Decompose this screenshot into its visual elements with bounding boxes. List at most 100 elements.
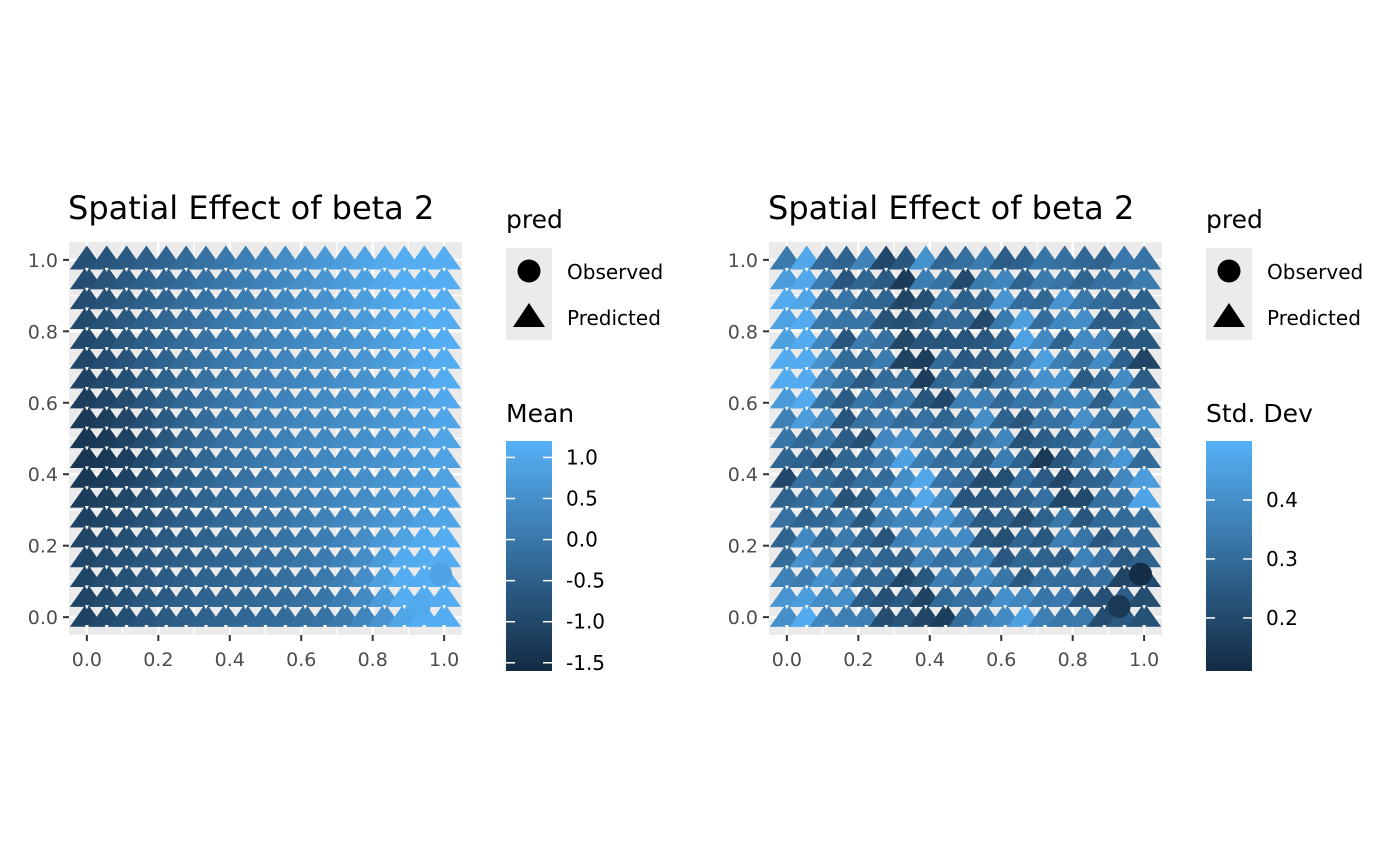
predicted-point-marker (144, 426, 149, 431)
predicted-point-marker (1003, 466, 1008, 471)
predicted-point-marker (824, 506, 829, 511)
predicted-point-marker (164, 347, 169, 352)
predicted-point-marker (104, 466, 109, 471)
predicted-point-marker (983, 327, 988, 332)
predicted-point-marker (184, 347, 189, 352)
predicted-point-marker (1122, 625, 1127, 630)
predicted-point-marker (1042, 565, 1047, 570)
predicted-point-marker (923, 327, 928, 332)
predicted-point-marker (1003, 625, 1008, 630)
predicted-point-marker (263, 386, 268, 391)
x-tick-label: 1.0 (429, 649, 459, 671)
x-tick-label: 0.4 (915, 649, 945, 671)
predicted-point (1127, 463, 1162, 488)
predicted-point-marker (422, 625, 427, 630)
predicted-point-marker (402, 625, 407, 630)
y-tick-label: 0.0 (28, 607, 58, 629)
predicted-point-marker (1023, 525, 1028, 530)
predicted-point-marker (903, 426, 908, 431)
predicted-point-marker (943, 545, 948, 550)
predicted-point-marker (1003, 585, 1008, 590)
predicted-point-marker (303, 267, 308, 272)
predicted-point-marker (923, 565, 928, 570)
predicted-point-marker (784, 347, 789, 352)
predicted-point-marker (1042, 446, 1047, 451)
predicted-point-marker (1102, 446, 1107, 451)
x-axis-mean: 0.0 0.2 0.4 0.6 0.8 1.0 (72, 635, 459, 671)
predicted-point-marker (784, 625, 789, 630)
predicted-point-marker (1062, 287, 1067, 292)
predicted-point (1127, 443, 1162, 468)
predicted-point-marker (1062, 367, 1067, 372)
legend-triangle-icon (513, 303, 545, 327)
predicted-point-marker (263, 307, 268, 312)
predicted-point-marker (804, 466, 809, 471)
predicted-point-marker (342, 625, 347, 630)
predicted-point-marker (342, 506, 347, 511)
predicted-point-marker (844, 426, 849, 431)
predicted-point-marker (884, 406, 889, 411)
predicted-point-marker (402, 267, 407, 272)
observed-points-mean (407, 562, 453, 618)
predicted-point-marker (963, 327, 968, 332)
predicted-point-marker (1042, 327, 1047, 332)
predicted-point-marker (442, 307, 447, 312)
predicted-point-marker (422, 486, 427, 491)
predicted-point-marker (442, 585, 447, 590)
predicted-point-marker (203, 506, 208, 511)
predicted-point-marker (1122, 347, 1127, 352)
predicted-point-marker (263, 466, 268, 471)
predicted-point-marker (983, 347, 988, 352)
predicted-point-marker (362, 267, 367, 272)
predicted-point-marker (1023, 426, 1028, 431)
predicted-point-marker (124, 347, 129, 352)
predicted-point-marker (342, 287, 347, 292)
predicted-point-marker (84, 386, 89, 391)
predicted-point-marker (323, 406, 328, 411)
predicted-point-marker (184, 406, 189, 411)
predicted-point-marker (223, 545, 228, 550)
predicted-point-marker (1023, 486, 1028, 491)
predicted-point-marker (203, 565, 208, 570)
chart-title-mean: Spatial Effect of beta 2 (68, 189, 434, 227)
predicted-point (427, 305, 462, 330)
predicted-point-marker (884, 347, 889, 352)
predicted-point-marker (963, 287, 968, 292)
predicted-point-marker (864, 446, 869, 451)
predicted-point-marker (362, 506, 367, 511)
predicted-point-marker (844, 367, 849, 372)
predicted-point (427, 602, 462, 627)
predicted-point-marker (263, 406, 268, 411)
predicted-point-marker (923, 446, 928, 451)
predicted-point-marker (203, 486, 208, 491)
predicted-point-marker (1042, 545, 1047, 550)
predicted-point-marker (1082, 625, 1087, 630)
predicted-point-marker (1102, 406, 1107, 411)
predicted-point-marker (223, 347, 228, 352)
predicted-point-marker (864, 525, 869, 530)
predicted-point-marker (844, 506, 849, 511)
predicted-point-marker (124, 267, 129, 272)
predicted-point-marker (283, 267, 288, 272)
predicted-point-marker (84, 486, 89, 491)
grid-points-std-dev (769, 245, 1162, 630)
predicted-point-marker (1082, 446, 1087, 451)
predicted-point-marker (1062, 386, 1067, 391)
predicted-point-marker (943, 605, 948, 610)
predicted-point-marker (864, 625, 869, 630)
x-tick-label: 0.0 (772, 649, 802, 671)
predicted-point-marker (1003, 287, 1008, 292)
predicted-point-marker (124, 386, 129, 391)
predicted-point-marker (124, 426, 129, 431)
predicted-point-marker (184, 585, 189, 590)
predicted-point-marker (963, 347, 968, 352)
predicted-point-marker (824, 367, 829, 372)
predicted-point-marker (1142, 486, 1147, 491)
predicted-point-marker (884, 545, 889, 550)
predicted-point-marker (844, 466, 849, 471)
predicted-point-marker (804, 446, 809, 451)
predicted-point-marker (1062, 307, 1067, 312)
predicted-point (427, 463, 462, 488)
predicted-point-marker (243, 565, 248, 570)
predicted-point-marker (144, 446, 149, 451)
